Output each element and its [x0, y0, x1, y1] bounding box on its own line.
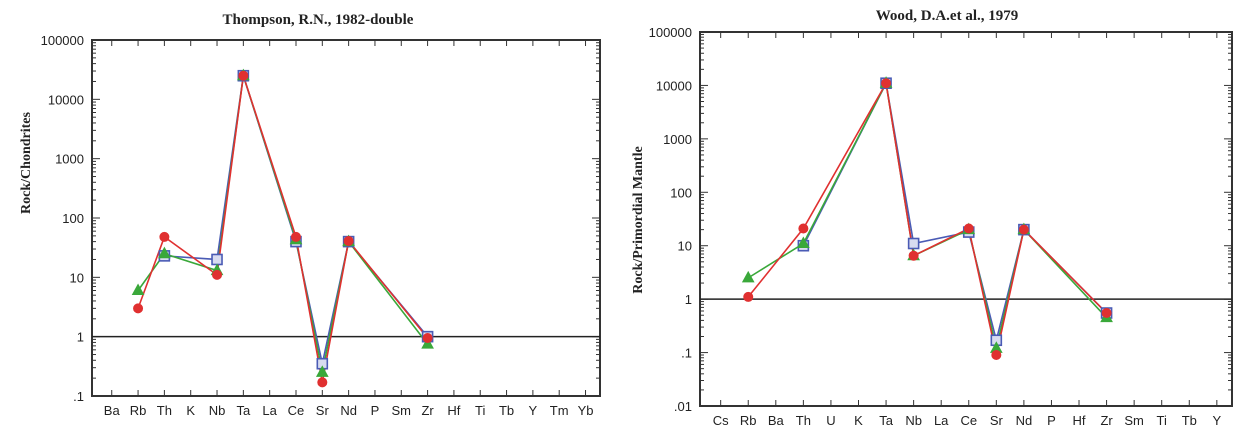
chart-1-x-tick-label: Th — [796, 413, 811, 428]
chart-1-x-tick-label: Nb — [905, 413, 922, 428]
chart-1-point-triangle — [741, 270, 755, 283]
chart-1-y-tick-label: 1 — [685, 292, 692, 307]
chart-1-x-tick-label: Ba — [768, 413, 785, 428]
chart-0-y-tick-label: 10000 — [48, 92, 84, 107]
chart-1-series-triangle-line — [747, 80, 1108, 349]
chart-1-x-tick-label: Nd — [1016, 413, 1033, 428]
chart-left-svg: Thompson, R.N., 1982-double Rock/Chondri… — [19, 12, 601, 418]
chart-1-y-tick-label: 10 — [678, 239, 692, 254]
chart-1-x-tick-label: Sm — [1124, 413, 1144, 428]
chart-1-y-tick-label: .1 — [681, 346, 692, 361]
chart-1-x-tick-label: K — [854, 413, 863, 428]
chart-panel-left: Thompson, R.N., 1982-double Rock/Chondri… — [0, 0, 610, 430]
chart-0-plot-frame — [91, 39, 601, 397]
chart-1-point-circle — [908, 250, 919, 261]
chart-0-x-tick-label: Ce — [288, 403, 305, 418]
chart-0-x-tick-label: Sr — [316, 403, 330, 418]
chart-0-x-tick-label: Yb — [578, 403, 594, 418]
chart-0-x-tick-label: Hf — [447, 403, 460, 418]
chart-0-point-circle — [212, 269, 223, 280]
chart-0-point-circle — [343, 235, 354, 246]
chart-1-point-triangle — [797, 236, 810, 249]
chart-0-point-circle — [317, 377, 328, 388]
chart-1-point-circle — [963, 223, 974, 234]
chart-0-x-tick-label: Tm — [550, 403, 569, 418]
chart-0-series-circle-line — [137, 75, 429, 383]
chart-1-x-tick-label: Cs — [713, 413, 729, 428]
chart-1-series-square-line — [802, 80, 1108, 341]
chart-1-y-tick-label: 100 — [670, 185, 692, 200]
chart-1-point-circle — [881, 78, 892, 89]
chart-0-point-square — [211, 253, 223, 266]
chart-1-point-circle — [991, 350, 1002, 361]
chart-panel-right: Wood, D.A.et al., 1979 Rock/Primordial M… — [620, 0, 1239, 430]
chart-1-point-circle — [1018, 224, 1029, 235]
chart-0-point-triangle — [315, 365, 329, 377]
chart-0-point-circle — [238, 70, 249, 81]
chart-0-x-tick-label: Tb — [499, 403, 514, 418]
chart-left-ylabel: Rock/Chondrites — [19, 112, 34, 214]
chart-0-point-triangle — [421, 337, 434, 349]
chart-0-point-circle — [133, 303, 144, 314]
chart-0-point-triangle — [131, 283, 145, 295]
chart-right-svg: Wood, D.A.et al., 1979 Rock/Primordial M… — [631, 8, 1233, 428]
chart-1-x-tick-label: Y — [1213, 413, 1222, 428]
chart-0-x-tick-label: Ta — [236, 403, 251, 418]
chart-0-y-tick-label: 10 — [70, 270, 84, 285]
chart-1-point-circle — [1101, 308, 1112, 319]
chart-1-y-tick-label: 10000 — [656, 78, 692, 93]
chart-right-title: Wood, D.A.et al., 1979 — [876, 8, 1019, 24]
chart-1-x-tick-label: P — [1047, 413, 1056, 428]
chart-1-y-tick-label: 100000 — [649, 25, 692, 40]
chart-0-x-tick-label: Nb — [209, 403, 226, 418]
chart-0-x-tick-label: Th — [157, 403, 172, 418]
chart-0-y-tick-label: 100 — [62, 211, 84, 226]
chart-1-x-tick-label: Sr — [990, 413, 1004, 428]
chart-1-x-tick-label: Ta — [879, 413, 894, 428]
chart-left-title: Thompson, R.N., 1982-double — [223, 12, 414, 28]
chart-0-x-tick-label: Ba — [104, 403, 121, 418]
chart-1-plot-frame — [699, 31, 1233, 407]
chart-1-point-circle — [743, 291, 754, 302]
chart-1-point-circle — [798, 223, 809, 234]
chart-1-x-tick-label: Hf — [1073, 413, 1086, 428]
chart-1-x-tick-label: Zr — [1100, 413, 1113, 428]
chart-0-point-triangle — [158, 246, 171, 259]
chart-0-x-tick-label: Zr — [421, 403, 434, 418]
chart-1-x-tick-label: Rb — [740, 413, 757, 428]
chart-1-series-circle-line — [747, 80, 1108, 356]
chart-right-ylabel: Rock/Primordial Mantle — [631, 146, 646, 293]
chart-0-x-tick-label: Y — [529, 403, 538, 418]
chart-1-point-square — [907, 237, 920, 250]
chart-0-y-tick-label: 1 — [77, 330, 84, 345]
chart-1-y-tick-label: .01 — [674, 399, 692, 414]
chart-0-x-tick-label: Sm — [392, 403, 412, 418]
chart-0-series-triangle-line — [137, 75, 429, 373]
chart-1-y-tick-label: 1000 — [663, 132, 692, 147]
chart-0-y-tick-label: 100000 — [41, 33, 84, 48]
chart-1-x-tick-label: U — [826, 413, 835, 428]
chart-1-x-tick-label: Ce — [960, 413, 977, 428]
chart-0-x-tick-label: Rb — [130, 403, 147, 418]
chart-0-x-tick-label: K — [186, 403, 195, 418]
chart-0-x-tick-label: Nd — [340, 403, 357, 418]
chart-0-y-ticks — [92, 39, 600, 397]
chart-0-point-circle — [159, 231, 170, 242]
chart-0-x-tick-label: La — [262, 403, 277, 418]
chart-0-x-tick-label: P — [371, 403, 380, 418]
chart-1-x-tick-label: Ti — [1157, 413, 1167, 428]
chart-0-x-tick-label: Ti — [475, 403, 485, 418]
chart-0-y-tick-label: .1 — [73, 389, 84, 404]
chart-1-x-tick-label: Tb — [1182, 413, 1197, 428]
chart-0-point-circle — [422, 332, 433, 343]
chart-1-y-ticks — [700, 31, 1232, 407]
chart-1-x-tick-label: La — [934, 413, 949, 428]
chart-0-series-square-line — [164, 75, 429, 364]
chart-0-point-circle — [290, 231, 301, 242]
chart-0-y-tick-label: 1000 — [55, 152, 84, 167]
